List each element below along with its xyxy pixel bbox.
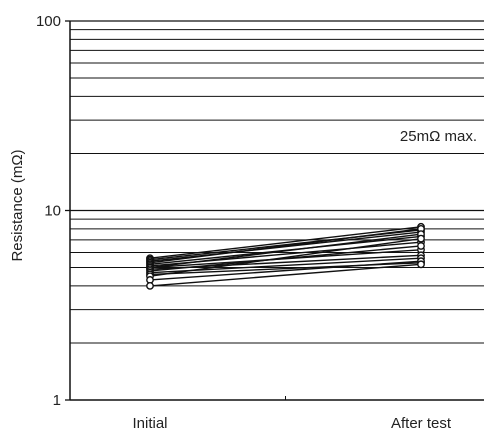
series-lines: [149, 226, 422, 287]
series-line: [149, 231, 422, 262]
data-point: [146, 282, 154, 290]
x-category-label: Initial: [132, 415, 167, 432]
annotation-label: 25mΩ max.: [400, 128, 477, 145]
data-point: [417, 234, 425, 243]
series-line: [149, 263, 422, 287]
data-point: [417, 242, 425, 250]
grid-lines: [70, 20, 484, 344]
annotation-background: [372, 125, 480, 146]
y-tick-label: 10: [44, 203, 61, 220]
x-category-label: After test: [391, 415, 452, 432]
data-point: [417, 260, 425, 269]
y-axis-label: Resistance (mΩ): [9, 149, 26, 261]
series-line: [149, 245, 422, 272]
series-line: [149, 228, 422, 264]
y-tick-label: 100: [36, 13, 61, 30]
series-line: [149, 237, 422, 277]
y-tick-labels: 1 10 100: [36, 13, 70, 409]
y-tick-label: 1: [53, 392, 61, 409]
series-line: [149, 233, 422, 269]
series-line: [149, 260, 422, 281]
series-line: [149, 226, 422, 259]
x-category-labels: Initial After test: [132, 396, 452, 432]
series-markers: [146, 222, 425, 290]
